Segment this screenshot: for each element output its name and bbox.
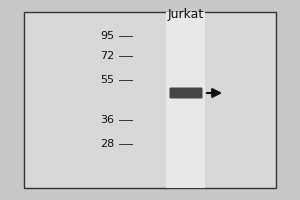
FancyBboxPatch shape <box>167 12 206 188</box>
Text: Jurkat: Jurkat <box>168 8 204 21</box>
Text: 55: 55 <box>100 75 114 85</box>
Text: 28: 28 <box>100 139 114 149</box>
FancyBboxPatch shape <box>24 12 276 188</box>
Text: 36: 36 <box>100 115 114 125</box>
Text: 72: 72 <box>100 51 114 61</box>
FancyBboxPatch shape <box>169 87 202 98</box>
Text: 95: 95 <box>100 31 114 41</box>
